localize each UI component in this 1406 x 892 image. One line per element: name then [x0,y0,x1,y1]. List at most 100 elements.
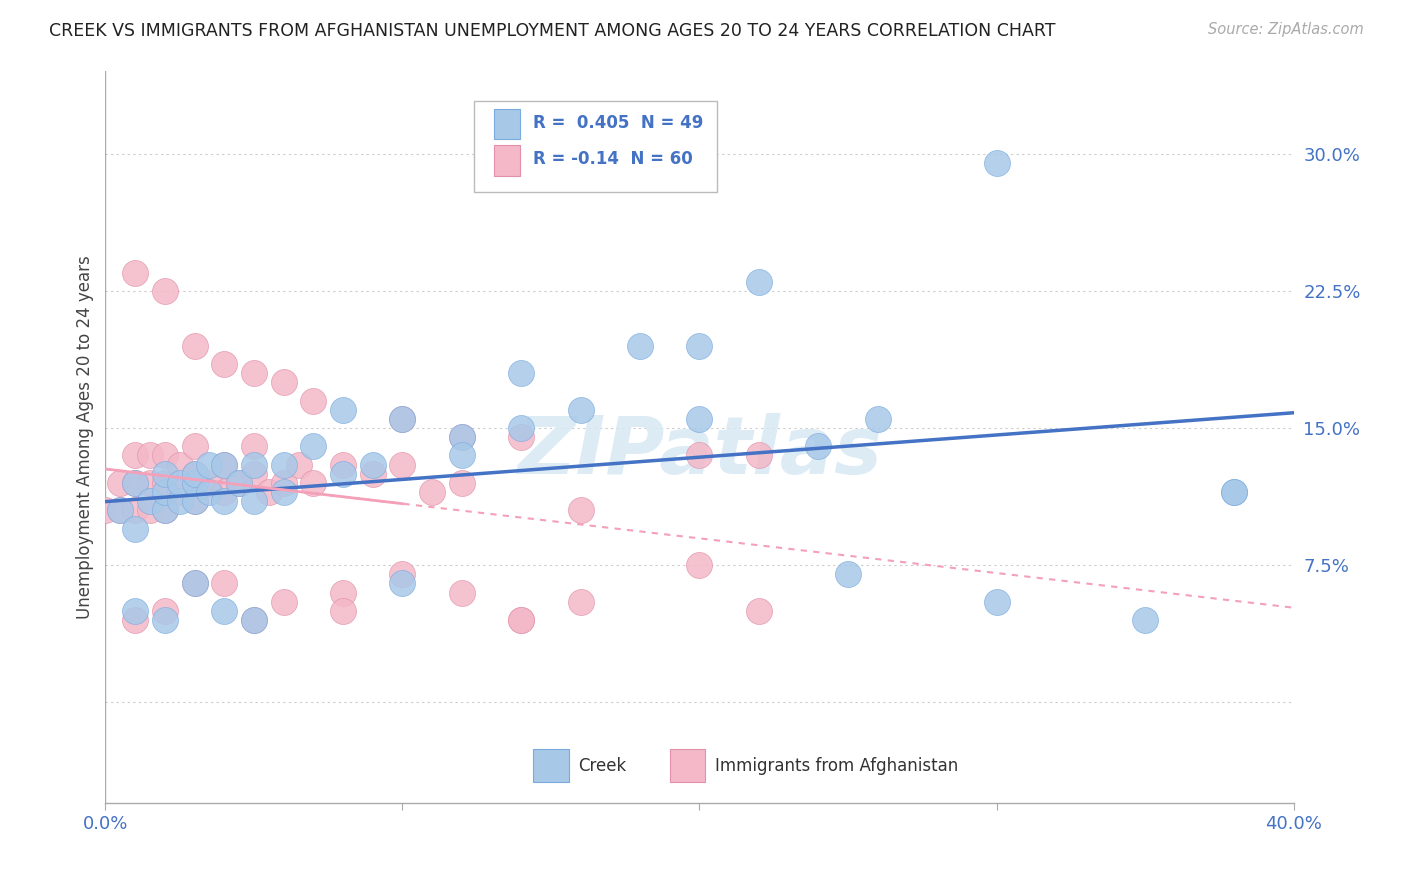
Point [228,475,250,490]
Point [420,485,443,500]
Text: CREEK VS IMMIGRANTS FROM AFGHANISTAN UNEMPLOYMENT AMONG AGES 20 TO 24 YEARS CORR: CREEK VS IMMIGRANTS FROM AFGHANISTAN UNE… [49,22,1056,40]
Point [198,458,221,472]
Point [1223,485,1246,500]
Y-axis label: Unemployment Among Ages 20 to 24 years: Unemployment Among Ages 20 to 24 years [76,255,94,619]
Point [243,494,266,508]
Point [273,458,295,472]
Point [198,475,221,490]
Point [391,567,413,582]
Point [391,458,413,472]
Point [450,448,472,462]
Point [124,521,146,535]
Point [510,613,533,627]
Point [183,494,205,508]
Point [124,448,146,462]
Point [153,604,176,618]
Point [124,503,146,517]
Point [139,448,162,462]
Point [139,475,162,490]
Point [273,375,295,389]
Point [153,503,176,517]
FancyBboxPatch shape [533,749,569,782]
Point [689,558,711,573]
Point [183,576,205,591]
Point [153,485,176,500]
FancyBboxPatch shape [494,109,520,139]
Point [183,475,205,490]
Point [1223,485,1246,500]
Point [569,594,592,608]
Point [183,576,205,591]
Point [450,475,472,490]
Point [124,613,146,627]
Point [243,439,266,453]
Point [302,439,325,453]
FancyBboxPatch shape [669,749,706,782]
Point [510,613,533,627]
Point [228,475,250,490]
Point [110,503,132,517]
Text: ZIPatlas: ZIPatlas [517,413,882,491]
Point [94,503,117,517]
Point [110,475,132,490]
Point [153,613,176,627]
Point [183,467,205,481]
Point [748,448,770,462]
Point [153,467,176,481]
Point [273,594,295,608]
Point [214,604,236,618]
Point [689,338,711,352]
Point [1133,613,1156,627]
Point [243,613,266,627]
Point [273,485,295,500]
Point [332,458,354,472]
Point [214,458,236,472]
Point [243,366,266,380]
Point [153,475,176,490]
FancyBboxPatch shape [474,101,717,192]
Point [169,458,191,472]
Point [287,458,309,472]
Point [257,485,280,500]
Point [169,475,191,490]
FancyBboxPatch shape [494,145,520,176]
Point [198,485,221,500]
Point [450,430,472,444]
Point [124,475,146,490]
Point [332,585,354,599]
Point [214,576,236,591]
Point [169,485,191,500]
Point [510,421,533,435]
Point [243,458,266,472]
Point [391,412,413,426]
Point [361,467,384,481]
Point [628,338,651,352]
Point [124,266,146,280]
Point [450,430,472,444]
Text: R =  0.405  N = 49: R = 0.405 N = 49 [533,113,703,131]
Point [214,485,236,500]
Point [302,475,325,490]
Point [689,448,711,462]
Text: Source: ZipAtlas.com: Source: ZipAtlas.com [1208,22,1364,37]
Point [510,366,533,380]
Point [183,467,205,481]
Point [748,604,770,618]
Point [214,357,236,371]
Point [183,338,205,352]
Point [124,475,146,490]
Point [139,503,162,517]
Point [214,458,236,472]
Point [569,503,592,517]
Point [124,604,146,618]
Point [837,567,859,582]
Point [273,475,295,490]
Point [153,503,176,517]
Point [153,284,176,298]
Point [214,494,236,508]
Point [748,275,770,289]
Point [332,467,354,481]
Point [689,412,711,426]
Text: Immigrants from Afghanistan: Immigrants from Afghanistan [714,757,957,775]
Point [243,467,266,481]
